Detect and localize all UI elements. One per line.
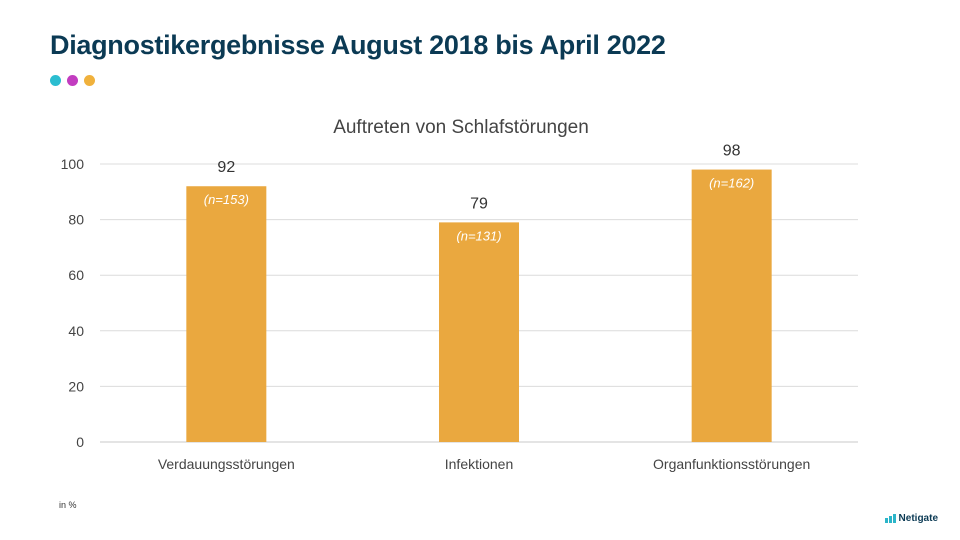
y-tick-label: 100	[61, 156, 85, 172]
netigate-logo: Netigate	[884, 513, 938, 524]
dot-magenta	[67, 75, 78, 86]
bar	[439, 222, 519, 442]
y-tick-label: 60	[68, 267, 84, 283]
unit-note: in %	[59, 500, 77, 510]
sample-size-label: (n=153)	[204, 192, 249, 207]
sample-size-label: (n=131)	[456, 228, 501, 243]
data-label: 79	[470, 195, 488, 212]
y-tick-label: 40	[68, 323, 84, 339]
bar	[691, 169, 772, 442]
sample-size-label: (n=162)	[709, 176, 754, 191]
data-label: 92	[217, 159, 235, 176]
y-tick-label: 0	[76, 434, 84, 450]
x-tick-label: Infektionen	[445, 456, 514, 472]
decorative-dots	[50, 75, 95, 86]
x-tick-label: Verdauungsstörungen	[158, 456, 295, 472]
bar	[186, 186, 267, 442]
chart-title: Auftreten von Schlafstörungen	[333, 117, 589, 138]
logo-text: Netigate	[898, 513, 938, 524]
x-tick-label: Organfunktionsstörungen	[653, 456, 810, 472]
slide-title: Diagnostikergebnisse August 2018 bis Apr…	[50, 30, 666, 60]
y-tick-label: 20	[68, 378, 84, 394]
y-tick-label: 80	[68, 212, 84, 228]
dot-orange	[84, 75, 95, 86]
dot-teal	[50, 75, 61, 86]
logo-bars-icon	[884, 514, 896, 523]
data-label: 98	[723, 143, 741, 160]
